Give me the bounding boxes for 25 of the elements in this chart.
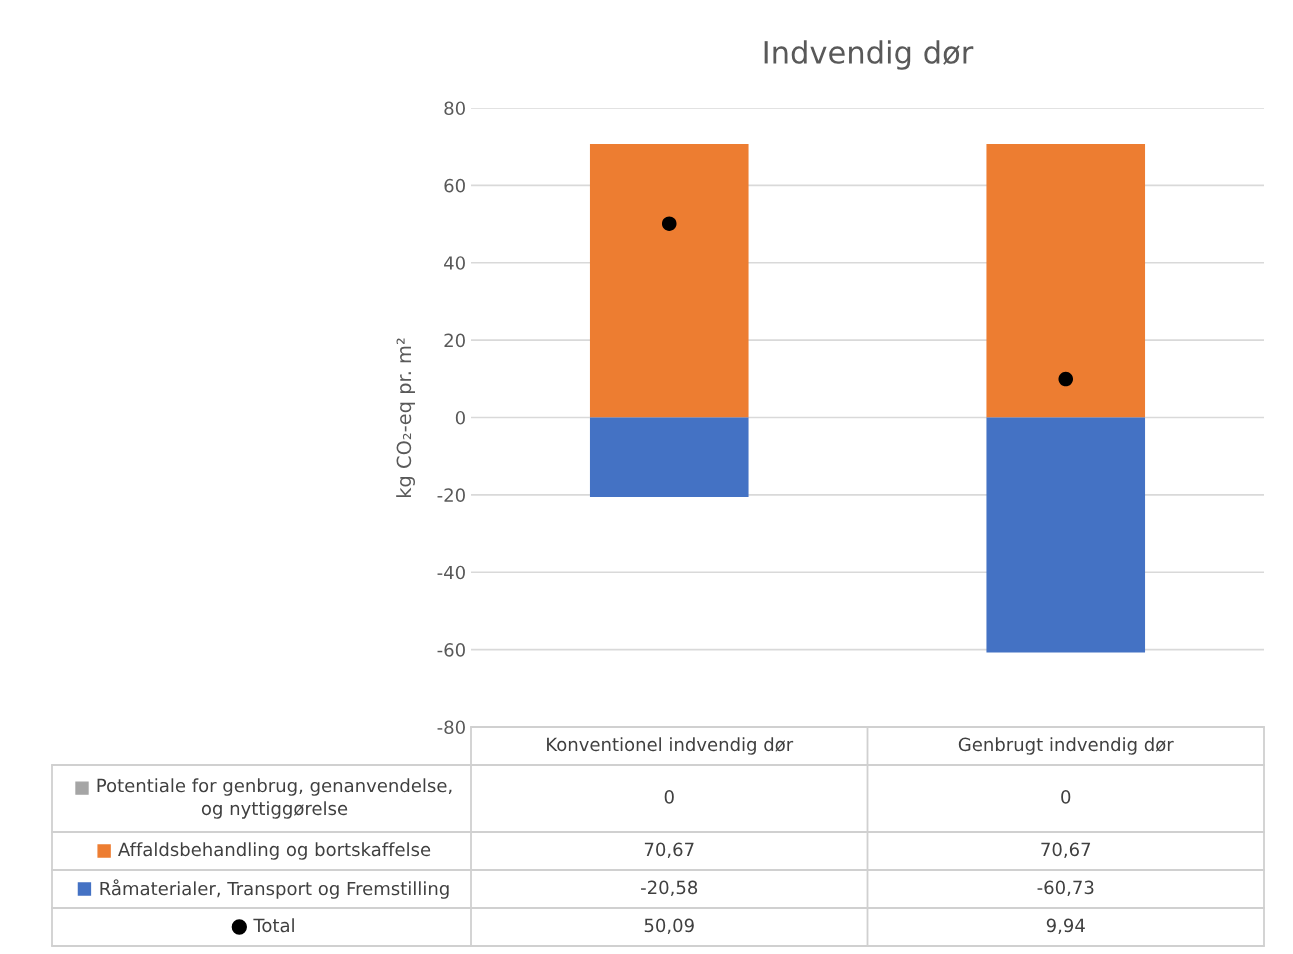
y-tick-label: -20 bbox=[437, 488, 465, 502]
x-tick-label: Genbrugt indvendig dør bbox=[958, 737, 1174, 755]
x-tick-label: Konventionel indvendig dør bbox=[547, 737, 794, 755]
legend-label: Total bbox=[253, 918, 294, 933]
y-tick-label: -80 bbox=[437, 720, 465, 735]
data-label: 0 bbox=[1061, 790, 1071, 804]
y-tick-label: 20 bbox=[444, 333, 465, 348]
data-label: 70,67 bbox=[644, 842, 694, 859]
legend-label: Affaldsbehandling og bortskaffelse bbox=[118, 842, 431, 860]
y-tick-label: 40 bbox=[444, 256, 465, 270]
chart-title: Indvendig dør bbox=[764, 40, 974, 70]
data-label: 9,94 bbox=[1046, 918, 1085, 935]
y-axis-title: kg CO₂-eq pr. m² bbox=[396, 338, 415, 498]
data-label: -60,73 bbox=[1037, 880, 1094, 897]
y-tick-label: -60 bbox=[437, 643, 465, 657]
legend-label: Råmaterialer, Transport og Fremstilling bbox=[100, 879, 449, 899]
y-tick-label: 0 bbox=[455, 410, 465, 425]
data-label: 50,09 bbox=[644, 918, 694, 935]
y-tick-label: -40 bbox=[437, 565, 465, 580]
y-tick-label: 80 bbox=[444, 101, 465, 116]
data-label: 70,67 bbox=[1041, 842, 1091, 859]
legend-label: Potentiale for genbrug, genanvendelse, og nyttiggørelse bbox=[97, 778, 452, 819]
data-label: 0 bbox=[664, 790, 674, 804]
y-tick-label: 60 bbox=[444, 178, 465, 193]
data-label: -20,58 bbox=[641, 880, 698, 897]
